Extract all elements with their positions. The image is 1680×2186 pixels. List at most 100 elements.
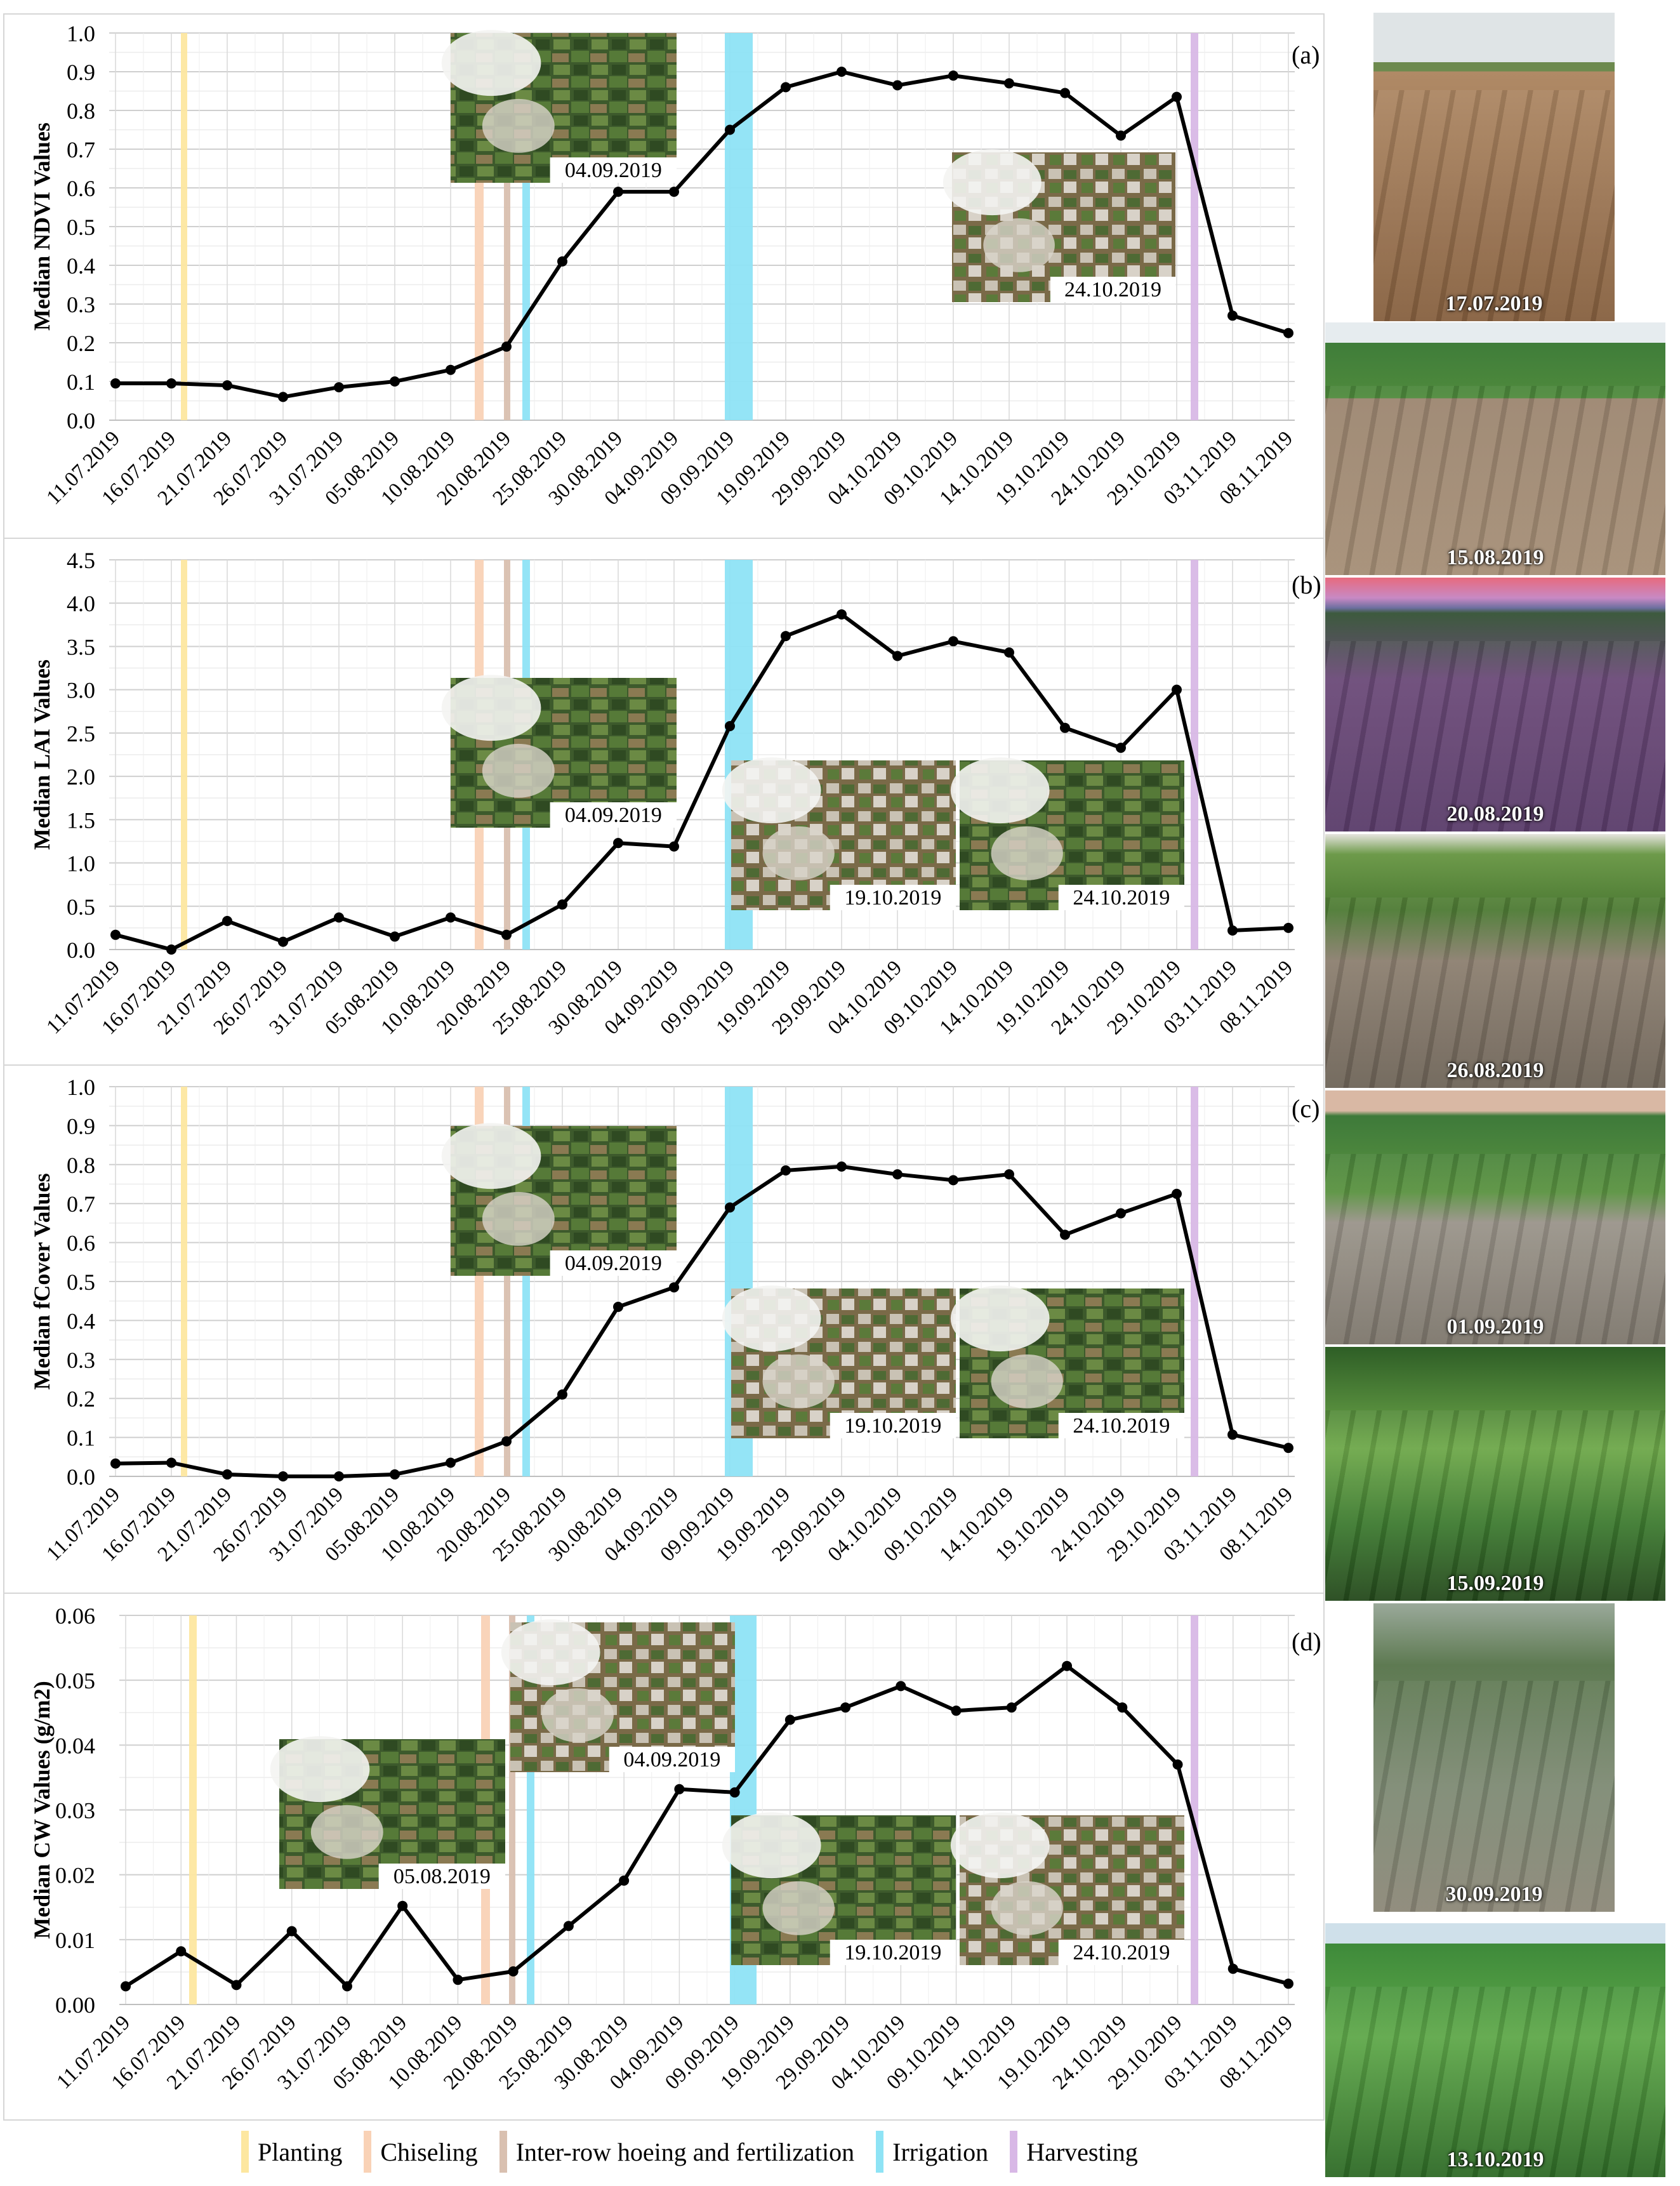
urban-area xyxy=(991,1881,1063,1935)
data-point xyxy=(1283,922,1293,933)
data-point xyxy=(453,1975,463,1985)
y-tick-label: 0.0 xyxy=(67,937,95,963)
satellite-image-date: 05.08.2019 xyxy=(394,1865,491,1888)
y-tick-label: 0.6 xyxy=(67,1231,95,1256)
y-tick-label: 0.02 xyxy=(55,1863,95,1888)
harvesting-event-bar xyxy=(1191,1615,1198,2004)
data-point xyxy=(892,1169,903,1180)
urban-area xyxy=(762,1354,835,1408)
field-photo: 17.07.2019 xyxy=(1373,13,1615,321)
data-point xyxy=(110,378,121,389)
y-tick-label: 0.1 xyxy=(67,369,95,395)
hoeing-event-bar xyxy=(509,1615,515,2004)
data-point xyxy=(222,1469,232,1480)
urban-area xyxy=(983,218,1055,272)
caption-box xyxy=(609,1747,735,1772)
y-tick-label: 0.5 xyxy=(67,1269,95,1295)
photo-date: 15.09.2019 xyxy=(1446,1572,1544,1595)
data-point xyxy=(781,1165,791,1176)
legend-label: Irrigation xyxy=(892,2137,989,2166)
data-point xyxy=(1060,1229,1070,1240)
data-point xyxy=(948,1175,958,1186)
satellite-image: 04.09.2019 xyxy=(441,675,677,828)
photo-texture xyxy=(1373,89,1615,321)
data-point xyxy=(1004,647,1014,658)
satellite-image: 24.10.2019 xyxy=(950,1812,1184,1965)
data-point xyxy=(121,1981,131,1992)
planting-event-bar xyxy=(181,33,187,420)
caption-box xyxy=(830,885,956,910)
data-point xyxy=(501,1436,512,1447)
photo-texture xyxy=(1325,1154,1665,1344)
y-tick-label: 1.0 xyxy=(67,851,95,877)
y-tick-label: 0.03 xyxy=(55,1798,95,1824)
field-photo: 01.09.2019 xyxy=(1325,1090,1665,1344)
data-point xyxy=(613,838,623,849)
caption-box xyxy=(830,1940,956,1965)
satellite-image: 24.10.2019 xyxy=(950,757,1184,910)
caption-box xyxy=(1058,1940,1184,1965)
legend-swatch xyxy=(1010,2131,1018,2173)
y-tick-label: 0.8 xyxy=(67,98,95,124)
satellite-image: 19.10.2019 xyxy=(722,1285,956,1438)
y-tick-label: 0.3 xyxy=(67,292,95,317)
urban-area xyxy=(482,743,555,798)
urban-area xyxy=(762,1881,835,1935)
y-tick-label: 0.5 xyxy=(67,215,95,240)
data-point xyxy=(619,1875,630,1886)
y-tick-label: 0.04 xyxy=(55,1733,95,1758)
cloud-cover xyxy=(950,1285,1050,1352)
satellite-image: 04.09.2019 xyxy=(441,1123,677,1276)
data-point xyxy=(1116,130,1126,141)
series-line xyxy=(115,1164,1289,1478)
y-tick-label: 0.01 xyxy=(55,1928,95,1953)
data-point xyxy=(278,936,288,947)
data-point xyxy=(1004,1169,1014,1180)
series-line xyxy=(115,613,1289,951)
data-point xyxy=(1172,1188,1182,1199)
panel-label: (b) xyxy=(1292,571,1321,599)
photo-texture xyxy=(1325,1987,1665,2177)
data-point xyxy=(1227,1429,1238,1440)
field-photo: 30.09.2019 xyxy=(1373,1603,1615,1912)
y-tick-label: 0.2 xyxy=(67,1386,95,1412)
legend-item: Planting xyxy=(241,2131,342,2173)
panel-frame xyxy=(3,1593,1325,2121)
data-point xyxy=(948,70,958,81)
legend-item: Harvesting xyxy=(1010,2131,1138,2173)
data-point xyxy=(892,80,903,91)
data-point xyxy=(278,392,288,402)
cloud-cover xyxy=(441,1123,541,1189)
urban-area xyxy=(991,1354,1063,1408)
cloud-cover xyxy=(943,149,1042,216)
y-tick-label: 0.8 xyxy=(67,1153,95,1178)
data-point xyxy=(231,1980,242,1991)
satellite-image-date: 19.10.2019 xyxy=(844,886,941,910)
planting-event-bar xyxy=(181,560,187,950)
legend-item: Irrigation xyxy=(876,2131,988,2173)
data-point xyxy=(166,944,176,955)
caption-box xyxy=(1058,885,1184,910)
cloud-cover xyxy=(270,1736,370,1803)
data-point xyxy=(781,631,791,642)
photo-texture xyxy=(1325,898,1665,1088)
data-point xyxy=(446,912,456,923)
y-tick-label: 0.4 xyxy=(67,253,95,279)
legend-swatch xyxy=(364,2131,372,2173)
data-point xyxy=(334,382,344,393)
satellite-image-date: 24.10.2019 xyxy=(1073,886,1170,910)
cloud-cover xyxy=(722,1812,821,1879)
legend-swatch xyxy=(241,2131,249,2173)
satellite-image-date: 24.10.2019 xyxy=(1073,1414,1170,1438)
panel-label: (d) xyxy=(1292,1627,1321,1656)
data-point xyxy=(892,651,903,661)
data-point xyxy=(1172,1759,1183,1770)
urban-area xyxy=(310,1805,383,1859)
legend-label: Planting xyxy=(258,2137,343,2166)
satellite-image: 19.10.2019 xyxy=(722,1812,956,1965)
y-tick-label: 3.5 xyxy=(67,634,95,659)
data-point xyxy=(669,841,679,852)
satellite-image-date: 04.09.2019 xyxy=(623,1748,720,1772)
data-point xyxy=(1116,743,1126,753)
chart-panel-3: 0.0 0.1 0.2 0.3 0.4 0.5 0.6 0.7 0.8 0.9 1.0 04.09.2… xyxy=(3,1064,1325,1594)
